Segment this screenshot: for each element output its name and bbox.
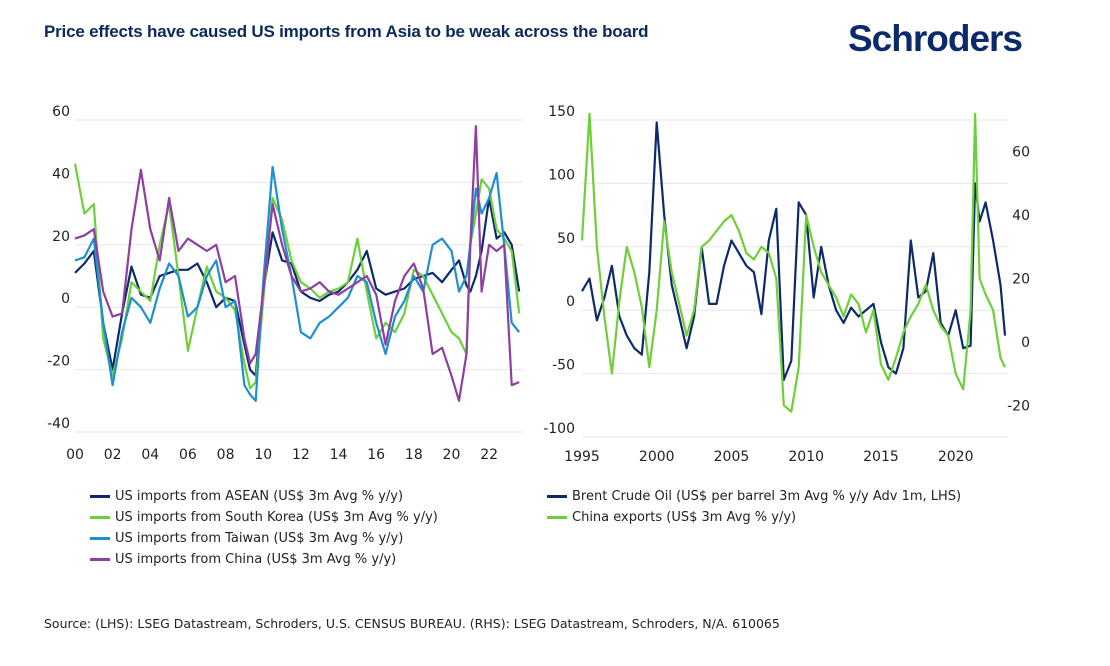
x-tick-label: 2010 bbox=[788, 449, 824, 465]
x-tick-label: 02 bbox=[104, 447, 122, 463]
legend-item: US imports from China (US$ 3m Avg % y/y) bbox=[90, 549, 438, 570]
left-chart-legend: US imports from ASEAN (US$ 3m Avg % y/y)… bbox=[90, 486, 438, 570]
x-tick-label: 2015 bbox=[863, 449, 899, 465]
series-line-china_exports bbox=[580, 112, 1006, 413]
legend-label: US imports from Taiwan (US$ 3m Avg % y/y… bbox=[115, 531, 404, 546]
legend-swatch bbox=[547, 495, 567, 498]
y-tick-label: -20 bbox=[47, 354, 70, 370]
legend-item: US imports from ASEAN (US$ 3m Avg % y/y) bbox=[90, 486, 438, 507]
legend-label: US imports from ASEAN (US$ 3m Avg % y/y) bbox=[115, 489, 404, 504]
series-line-asean bbox=[74, 196, 521, 377]
legend-item: Brent Crude Oil (US$ per barrel 3m Avg %… bbox=[547, 486, 961, 507]
x-tick-label: 10 bbox=[254, 447, 272, 463]
y-right-tick-label: 0 bbox=[1021, 335, 1030, 351]
y-right-tick-label: 60 bbox=[1012, 145, 1030, 161]
chart-title: Price effects have caused US imports fro… bbox=[44, 22, 649, 41]
legend-item: China exports (US$ 3m Avg % y/y) bbox=[547, 507, 961, 528]
x-tick-label: 00 bbox=[66, 447, 84, 463]
legend-swatch bbox=[90, 537, 110, 540]
x-tick-label: 18 bbox=[405, 447, 423, 463]
series-line-brent bbox=[581, 121, 1007, 381]
schroders-logo: Schroders bbox=[848, 18, 1023, 59]
x-tick-label: 2020 bbox=[938, 449, 974, 465]
y-tick-label: 0 bbox=[61, 291, 70, 307]
source-note: Source: (LHS): LSEG Datastream, Schroder… bbox=[44, 616, 780, 631]
y-left-tick-label: 0 bbox=[566, 294, 575, 310]
legend-swatch bbox=[90, 558, 110, 561]
right-chart-legend: Brent Crude Oil (US$ per barrel 3m Avg %… bbox=[547, 486, 961, 528]
legend-swatch bbox=[90, 516, 110, 519]
y-tick-label: 20 bbox=[52, 229, 70, 245]
series-line-china bbox=[74, 125, 520, 402]
x-tick-label: 16 bbox=[367, 447, 385, 463]
y-left-tick-label: 50 bbox=[557, 231, 575, 247]
y-left-tick-label: 150 bbox=[548, 104, 575, 120]
y-right-tick-label: -20 bbox=[1007, 398, 1030, 414]
y-left-tick-label: -50 bbox=[552, 358, 575, 374]
legend-item: US imports from Taiwan (US$ 3m Avg % y/y… bbox=[90, 528, 438, 549]
series-line-korea bbox=[73, 163, 521, 390]
y-left-tick-label: -100 bbox=[543, 421, 575, 437]
legend-label: US imports from China (US$ 3m Avg % y/y) bbox=[115, 552, 397, 567]
x-tick-label: 2005 bbox=[714, 449, 750, 465]
y-tick-label: -40 bbox=[47, 416, 70, 432]
x-tick-label: 22 bbox=[480, 447, 498, 463]
legend-item: US imports from South Korea (US$ 3m Avg … bbox=[90, 507, 438, 528]
y-right-tick-label: 40 bbox=[1012, 208, 1030, 224]
x-tick-label: 2000 bbox=[639, 449, 675, 465]
x-tick-label: 04 bbox=[141, 447, 159, 463]
x-tick-label: 12 bbox=[292, 447, 310, 463]
x-tick-label: 14 bbox=[330, 447, 348, 463]
y-left-tick-label: 100 bbox=[548, 167, 575, 183]
legend-label: US imports from South Korea (US$ 3m Avg … bbox=[115, 510, 438, 525]
legend-label: Brent Crude Oil (US$ per barrel 3m Avg %… bbox=[572, 489, 962, 504]
legend-swatch bbox=[547, 516, 567, 519]
x-tick-label: 06 bbox=[179, 447, 197, 463]
series-line-taiwan bbox=[74, 165, 521, 402]
x-tick-label: 20 bbox=[443, 447, 461, 463]
legend-label: China exports (US$ 3m Avg % y/y) bbox=[572, 510, 797, 525]
y-tick-label: 60 bbox=[52, 104, 70, 120]
x-tick-label: 1995 bbox=[564, 449, 600, 465]
y-right-tick-label: 20 bbox=[1012, 272, 1030, 288]
y-tick-label: 40 bbox=[52, 166, 70, 182]
x-tick-label: 08 bbox=[217, 447, 235, 463]
legend-swatch bbox=[90, 495, 110, 498]
